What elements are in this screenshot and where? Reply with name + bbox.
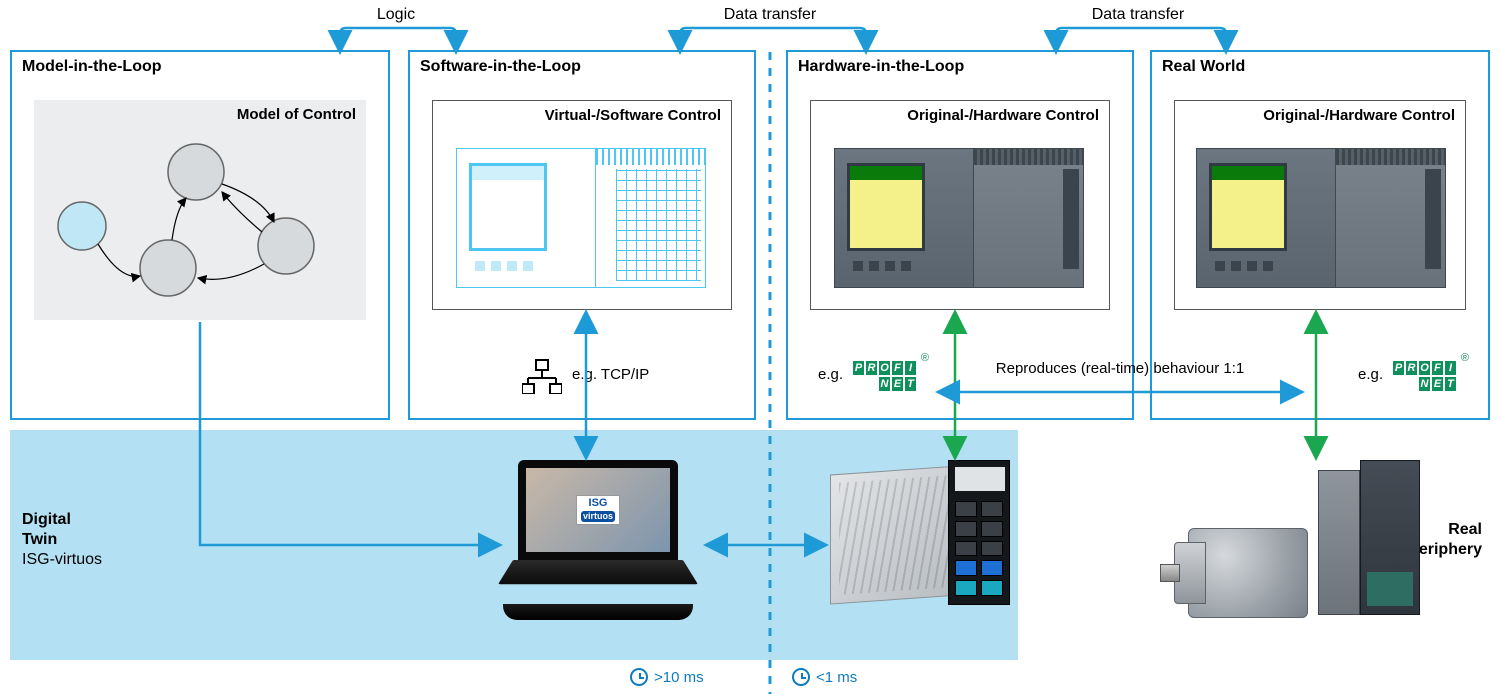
dt-line1: Digital	[22, 511, 71, 528]
clock-icon	[630, 668, 648, 686]
profinet-cell: N	[878, 376, 891, 392]
top-label-data-transfer-2: Data transfer	[1068, 6, 1208, 24]
reproduces-label: Reproduces (real-time) behaviour 1:1	[960, 360, 1280, 377]
profinet-cell: O	[878, 360, 891, 376]
panel-title-mil: Model-in-the-Loop	[22, 58, 162, 76]
profinet-badge-2: PROFI NET ®	[1392, 360, 1457, 392]
timing-right-text: <1 ms	[816, 669, 857, 686]
profinet-cell: I	[1444, 360, 1457, 376]
dt-line3: ISG-virtuos	[22, 551, 102, 568]
profinet-badge-1: PROFI NET ®	[852, 360, 917, 392]
profinet-cell: T	[1444, 376, 1457, 392]
inner-title-hil: Original-/Hardware Control	[907, 107, 1099, 124]
digital-twin-label: Digital Twin ISG-virtuos	[22, 510, 102, 570]
dt-line2: Twin	[22, 531, 57, 548]
profinet-cell: F	[1431, 360, 1444, 376]
isg-top: ISG	[589, 497, 608, 509]
inner-box-mil: Model of Control	[34, 100, 366, 320]
profinet-cell: R	[865, 360, 878, 376]
inner-title-real: Original-/Hardware Control	[1263, 107, 1455, 124]
eg-label-hil: e.g.	[818, 366, 843, 383]
profinet-cell: F	[891, 360, 904, 376]
ipc-illustration	[830, 460, 1010, 605]
profinet-cell: T	[904, 376, 917, 392]
panel-title-hil: Hardware-in-the-Loop	[798, 58, 964, 76]
inner-title-sil: Virtual-/Software Control	[545, 107, 721, 124]
laptop-illustration: ISG virtuos	[503, 460, 693, 620]
isg-bottom: virtuos	[581, 511, 615, 522]
periphery-illustration	[1160, 460, 1440, 630]
profinet-row2: NET	[852, 376, 917, 392]
rp-line1: Real	[1448, 521, 1482, 538]
top-label-logic: Logic	[356, 6, 436, 24]
profinet-row1: PROFI	[1392, 360, 1457, 376]
clock-icon	[792, 668, 810, 686]
profinet-row1: PROFI	[852, 360, 917, 376]
hardware-plc-illustration-2	[1196, 148, 1446, 288]
profinet-cell: O	[1418, 360, 1431, 376]
eg-label-real: e.g.	[1358, 366, 1383, 383]
profinet-cell: E	[1431, 376, 1444, 392]
profinet-cell: N	[1418, 376, 1431, 392]
timing-left: >10 ms	[630, 668, 704, 686]
isg-badge: ISG virtuos	[576, 495, 620, 525]
panel-title-sil: Software-in-the-Loop	[420, 58, 581, 76]
profinet-cell: P	[1392, 360, 1405, 376]
profinet-row2: NET	[1392, 376, 1457, 392]
top-label-data-transfer-1: Data transfer	[700, 6, 840, 24]
virtual-plc-illustration	[456, 148, 706, 288]
network-icon	[522, 358, 562, 399]
timing-right: <1 ms	[792, 668, 857, 686]
profinet-cell: R	[1405, 360, 1418, 376]
timing-left-text: >10 ms	[654, 669, 704, 686]
tcpip-label: e.g. TCP/IP	[572, 366, 649, 383]
inner-title-mil: Model of Control	[237, 106, 356, 123]
panel-title-real: Real World	[1162, 58, 1245, 76]
profinet-cell: E	[891, 376, 904, 392]
profinet-cell: P	[852, 360, 865, 376]
profinet-cell: I	[904, 360, 917, 376]
hardware-plc-illustration-1	[834, 148, 1084, 288]
